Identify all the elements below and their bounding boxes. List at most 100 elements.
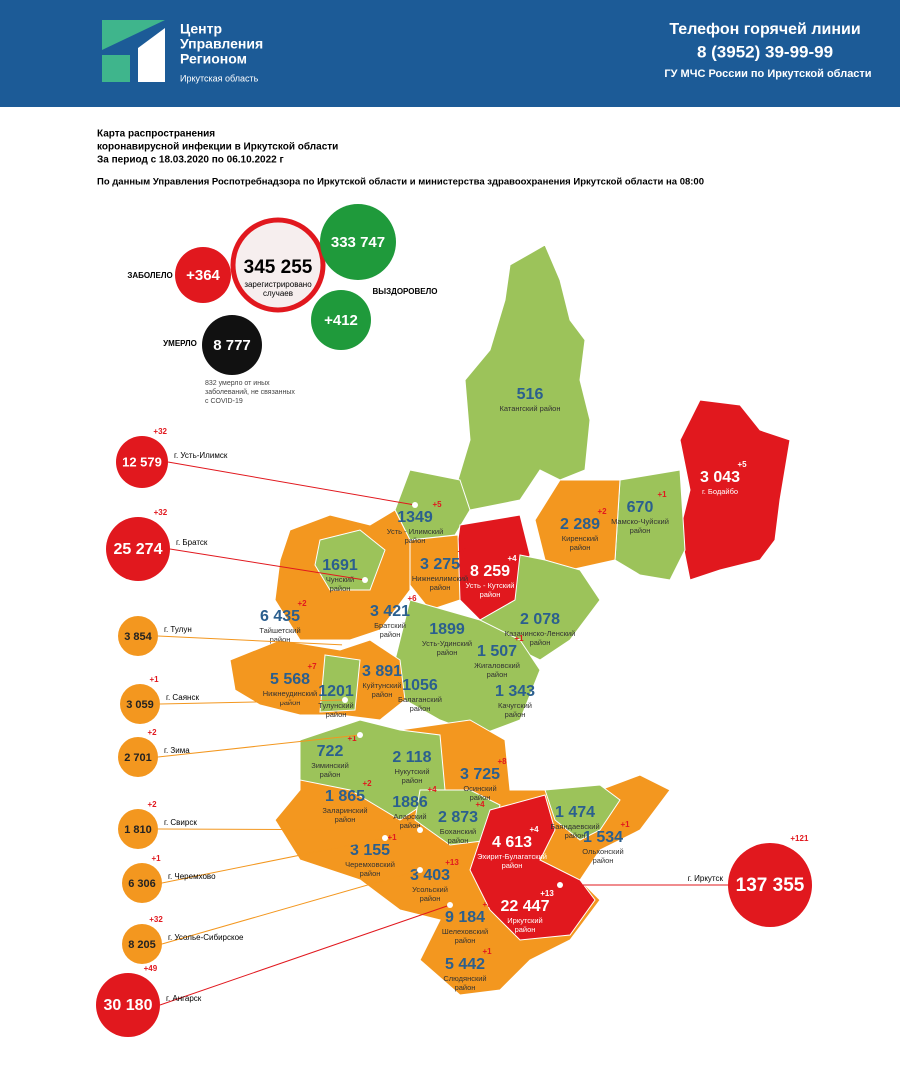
district-name: Слюдянский	[443, 974, 486, 983]
district-value: 3 725	[460, 766, 500, 783]
city-delta: +32	[154, 508, 168, 517]
district-value: 722	[317, 743, 344, 760]
district-value: 516	[517, 386, 544, 403]
district-delta: +1	[657, 490, 667, 499]
city-dot	[382, 835, 388, 841]
district-name: район	[410, 704, 431, 713]
district-name: Черемховский	[345, 860, 395, 869]
recovered-label: ВЫЗДОРОВЕЛО	[373, 287, 438, 296]
city-name: г. Черемхово	[168, 872, 216, 881]
city-name: г. Усолье-Сибирское	[168, 933, 244, 942]
district-delta: +4	[529, 825, 539, 834]
district-name: Осинский	[463, 784, 496, 793]
district-value: 6 435	[260, 608, 300, 625]
leader-line	[161, 837, 386, 884]
district-value: 3 155	[350, 842, 390, 859]
logo-mark	[102, 20, 165, 50]
logo-text: Управления	[180, 36, 263, 52]
city-bubble	[116, 436, 168, 488]
district-name: район	[505, 710, 526, 719]
new-recovered: +412	[324, 312, 358, 329]
district-value: 1201	[318, 683, 354, 700]
district-name: Усть - Илимский	[387, 527, 444, 536]
city-delta: +121	[790, 834, 809, 843]
district-name: район	[430, 583, 451, 592]
city-dot	[447, 902, 453, 908]
district-value: 1 343	[495, 683, 535, 700]
district-name: Эхирит-Булагатский	[477, 852, 547, 861]
city-name: г. Тулун	[164, 625, 192, 634]
district-value: 2 078	[520, 611, 560, 628]
district-name: район	[420, 894, 441, 903]
district-delta: +2	[597, 507, 607, 516]
city-bubble	[122, 863, 162, 903]
city-value: 12 579	[122, 454, 162, 469]
district-delta: +2	[457, 547, 467, 556]
district-name: Баяндаевский	[550, 822, 599, 831]
district-delta: +4	[507, 554, 517, 563]
region-shape	[469, 794, 596, 941]
city-bubble	[96, 973, 160, 1037]
city-value: 6 306	[128, 878, 156, 890]
district-value: 3 275	[420, 556, 460, 573]
leader-line	[157, 828, 421, 831]
district-name: Казачинско-Ленский	[505, 629, 576, 638]
district-name: Катангский район	[500, 404, 561, 413]
logo-subtitle: Иркутская область	[180, 73, 259, 83]
total-bubble	[230, 217, 326, 313]
recovered-bubble	[320, 204, 396, 280]
district-value: 3 403	[410, 867, 450, 884]
district-name: Боханский	[440, 827, 476, 836]
region-shape	[544, 784, 621, 841]
district-value: 1886	[392, 794, 428, 811]
district-delta: +7	[307, 662, 317, 671]
city-delta: +1	[151, 854, 161, 863]
city-bubble	[122, 924, 162, 964]
district-name: Нукутский	[394, 767, 429, 776]
district-delta: +1	[514, 634, 524, 643]
district-name: район	[480, 590, 501, 599]
district-name: район	[593, 856, 614, 865]
city-value: 8 205	[128, 939, 156, 951]
district-value: 2 289	[560, 516, 600, 533]
district-delta: +4	[475, 800, 485, 809]
district-delta: +13	[540, 889, 554, 898]
city-value: 3 059	[126, 699, 154, 711]
region-shape	[454, 244, 591, 511]
city-value: 2 701	[124, 752, 152, 764]
district-name: Усть - Кутский	[466, 581, 515, 590]
city-dot	[557, 882, 563, 888]
district-name: район	[630, 526, 651, 535]
leader-line	[159, 904, 451, 1006]
district-delta: +2	[362, 779, 372, 788]
district-value: 2 118	[392, 749, 431, 766]
district-name: район	[400, 821, 421, 830]
district-value: 5 568	[270, 671, 310, 688]
district-name: район	[360, 869, 381, 878]
city-name: г. Усть-Илимск	[174, 451, 228, 460]
district-name: Балаганский	[398, 695, 442, 704]
district-name: район	[565, 831, 586, 840]
district-delta: +1	[347, 734, 357, 743]
city-value: 137 355	[736, 875, 805, 896]
district-name: район	[455, 983, 476, 992]
city-value: 30 180	[104, 997, 153, 1014]
leader-line	[159, 699, 346, 705]
city-bubble	[120, 684, 160, 724]
district-name: Киренский	[562, 534, 598, 543]
city-value: 1 810	[124, 824, 152, 836]
district-delta: +6	[407, 594, 417, 603]
logo-mark	[102, 55, 130, 82]
district-value: 1056	[402, 677, 438, 694]
region-shape	[229, 639, 406, 721]
district-name: район	[320, 770, 341, 779]
district-value: 3 891	[362, 663, 402, 680]
city-delta: +1	[149, 675, 159, 684]
district-name: Зиминский	[311, 761, 349, 770]
city-dot	[342, 697, 348, 703]
district-name: Мамско-Чуйский	[611, 517, 669, 526]
city-delta: +32	[153, 427, 167, 436]
district-name: г. Бодайбо	[702, 487, 738, 496]
city-dot	[362, 577, 368, 583]
